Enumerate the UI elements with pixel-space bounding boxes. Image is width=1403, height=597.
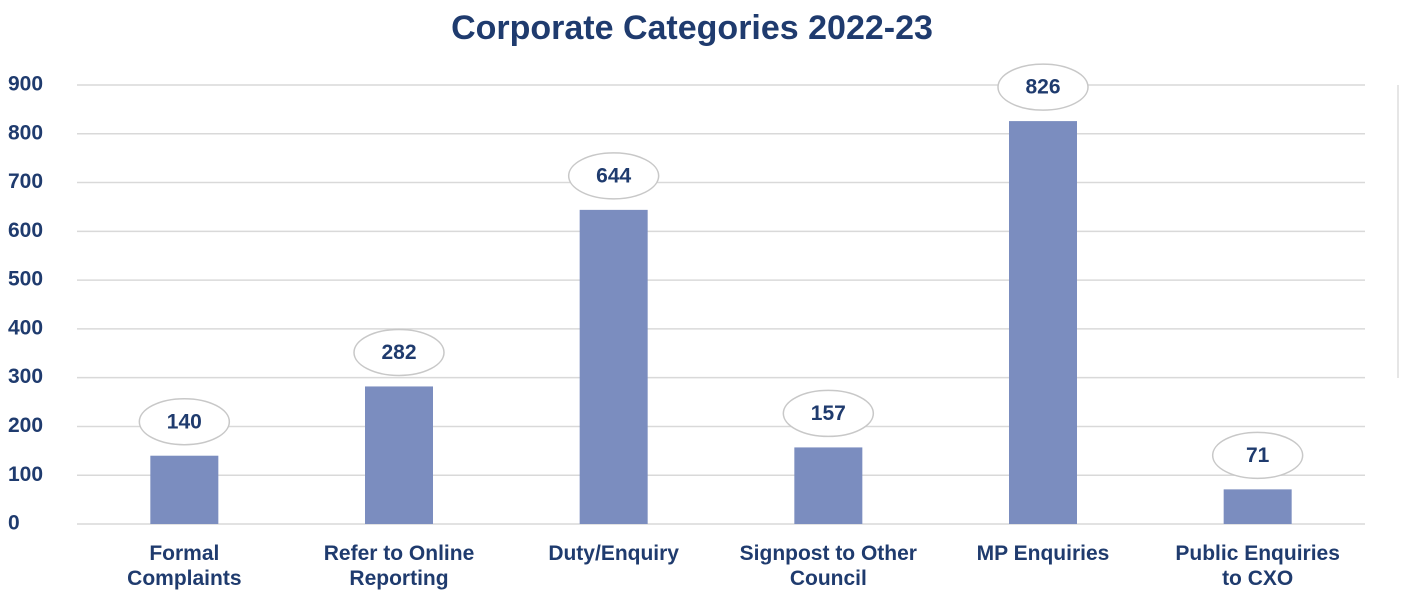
y-tick-label: 800: [8, 121, 43, 144]
x-tick-label: MP Enquiries: [976, 542, 1110, 565]
data-label: 826: [1025, 76, 1060, 99]
y-tick-label: 600: [8, 219, 43, 242]
bar: [150, 455, 219, 524]
y-tick-label: 300: [8, 365, 43, 388]
y-tick-label: 0: [8, 512, 20, 535]
data-label-bubble: [1211, 431, 1304, 480]
y-tick-label: 400: [8, 316, 43, 339]
data-label-bubble: [567, 152, 660, 200]
data-label-bubble: [353, 328, 445, 377]
bar: [1009, 121, 1077, 525]
x-tick-label: Formal Complaints: [127, 542, 242, 590]
y-tick-label: 700: [8, 170, 43, 193]
x-tick-label: Refer to Online Reporting: [323, 542, 475, 590]
chart-title: Corporate Categories 2022-23: [451, 9, 933, 47]
x-tick-label: Signpost to Other Council: [739, 542, 917, 590]
bar: [579, 209, 648, 525]
bar: [1223, 489, 1292, 524]
bar: [794, 447, 863, 524]
y-tick-label: 500: [8, 268, 43, 291]
data-label-bubble: [138, 397, 231, 446]
data-label-bubble: [782, 389, 875, 438]
data-label: 644: [596, 164, 631, 187]
x-tick-label: Public Enquiries to CXO: [1175, 542, 1340, 590]
data-label-bubble: [997, 63, 1089, 111]
y-tick-label: 200: [8, 414, 43, 437]
y-tick-label: 900: [8, 73, 43, 96]
bar: [365, 386, 433, 524]
data-label: 71: [1246, 444, 1270, 467]
data-label: 140: [167, 410, 202, 433]
y-tick-label: 100: [8, 463, 43, 486]
data-label: 282: [381, 341, 416, 364]
data-label: 157: [811, 402, 846, 425]
x-tick-label: Duty/Enquiry: [548, 542, 679, 565]
